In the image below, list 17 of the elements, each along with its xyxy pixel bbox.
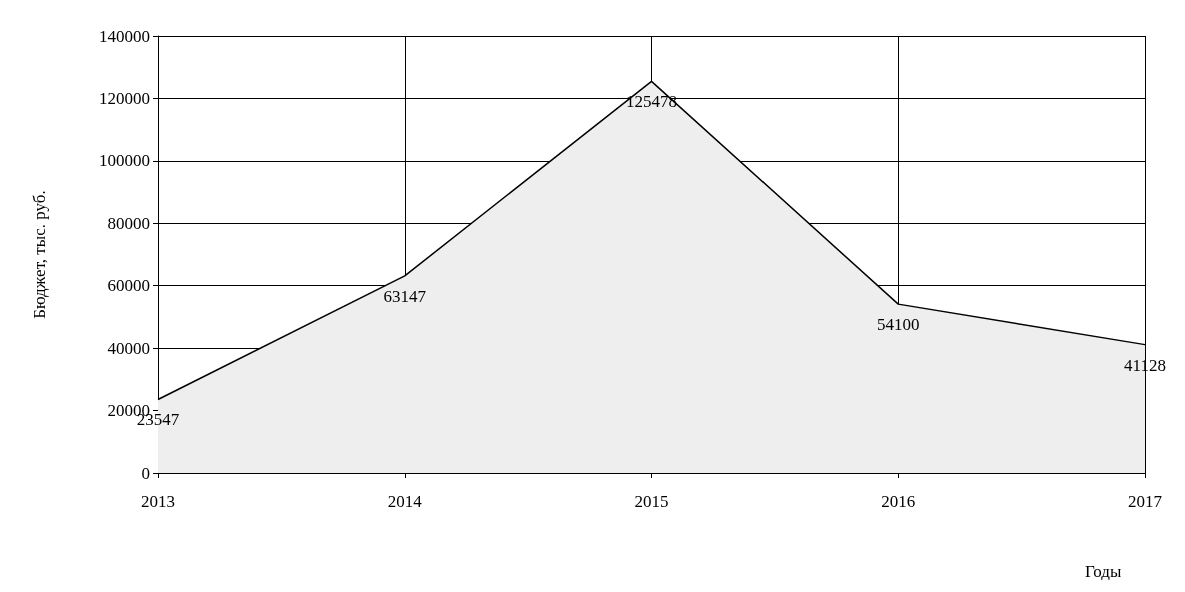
x-tick-label: 2014 xyxy=(387,492,423,511)
x-tick-label: 2013 xyxy=(141,492,175,511)
y-tick-label: 80000 xyxy=(107,213,150,233)
data-label: 125478 xyxy=(626,92,677,112)
y-tick-label: 100000 xyxy=(99,151,150,171)
data-label: 54100 xyxy=(877,315,920,335)
y-tick-label: 40000 xyxy=(107,338,150,358)
y-tick-label: 120000 xyxy=(99,88,150,108)
data-label: 63147 xyxy=(383,286,427,306)
x-axis-title: Годы xyxy=(1085,562,1122,581)
y-tick-label: 0 xyxy=(141,463,150,483)
y-tick-label: 60000 xyxy=(107,276,150,296)
x-tick-label: 2017 xyxy=(1128,492,1163,511)
x-tick-label: 2016 xyxy=(881,492,916,511)
x-tick-label: 2015 xyxy=(634,492,669,511)
y-tick-label: 140000 xyxy=(99,26,150,46)
y-axis-title: Бюджет, тыс. руб. xyxy=(30,190,49,319)
